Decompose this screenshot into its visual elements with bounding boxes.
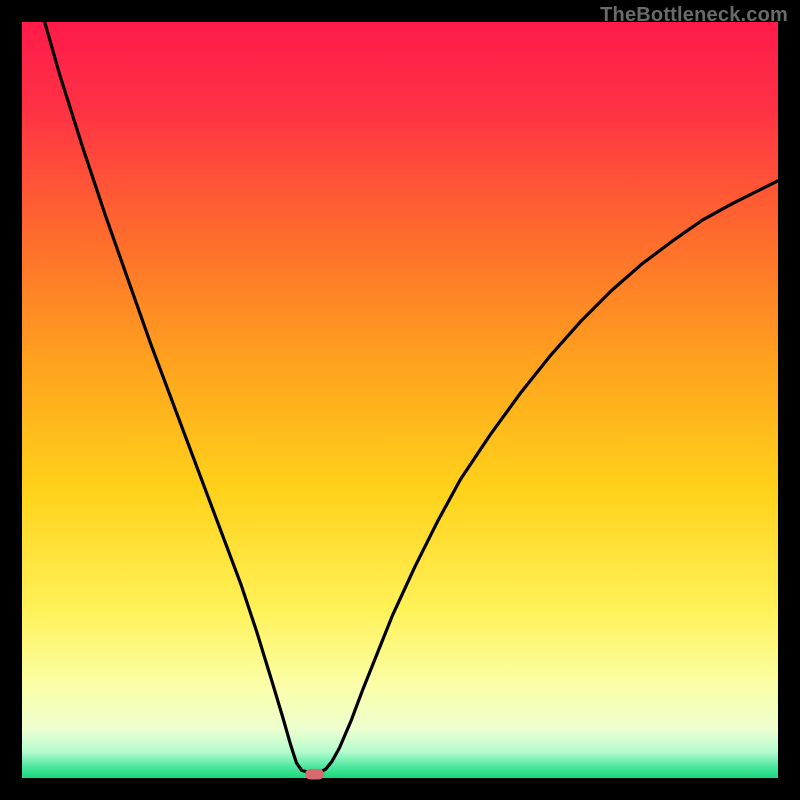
chart-frame: TheBottleneck.com	[0, 0, 800, 800]
optimum-marker	[305, 769, 324, 780]
watermark-text: TheBottleneck.com	[600, 4, 788, 27]
bottleneck-chart	[0, 0, 800, 800]
plot-background	[22, 22, 778, 778]
